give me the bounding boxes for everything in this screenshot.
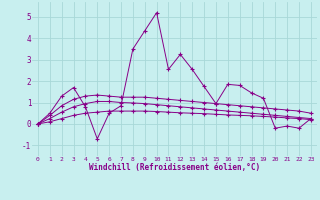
X-axis label: Windchill (Refroidissement éolien,°C): Windchill (Refroidissement éolien,°C) xyxy=(89,163,260,172)
